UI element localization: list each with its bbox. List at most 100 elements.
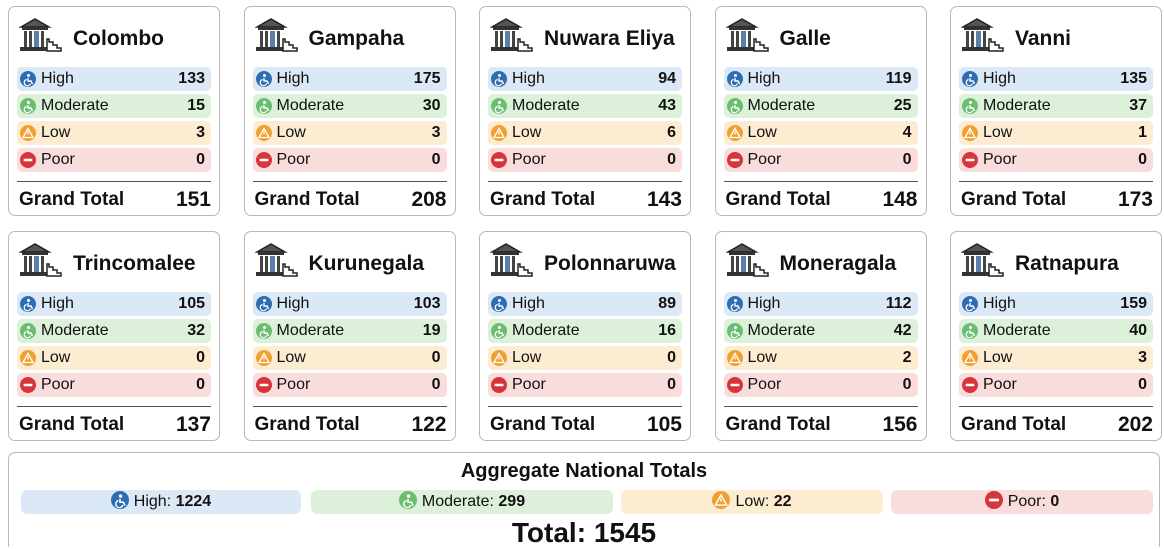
level-row: Poor 0 bbox=[252, 373, 447, 397]
level-icon bbox=[491, 377, 507, 393]
level-icon bbox=[726, 98, 743, 114]
level-icon bbox=[20, 152, 36, 168]
level-label: Moderate bbox=[41, 97, 109, 114]
grand-total-label: Grand Total bbox=[725, 189, 831, 210]
card-title: Moneragala bbox=[779, 252, 897, 275]
level-icon bbox=[20, 323, 36, 339]
level-icon bbox=[962, 377, 978, 393]
level-icon bbox=[398, 491, 417, 509]
grand-total-value: 208 bbox=[411, 188, 447, 211]
level-label: Poor bbox=[276, 376, 311, 393]
grand-total-label: Grand Total bbox=[725, 414, 831, 435]
building-icon bbox=[725, 18, 769, 52]
building-icon bbox=[961, 18, 1004, 52]
level-icon bbox=[726, 377, 743, 393]
level-icon bbox=[20, 98, 36, 114]
level-label: Poor bbox=[983, 376, 1017, 393]
level-value: 0 bbox=[667, 151, 676, 168]
level-row: Poor 0 bbox=[959, 373, 1153, 397]
level-icon bbox=[255, 152, 272, 168]
level-label: Moderate bbox=[276, 322, 345, 339]
level-value: 0 bbox=[902, 151, 912, 168]
level-label: High bbox=[747, 295, 781, 312]
level-label: Moderate bbox=[747, 322, 816, 339]
level-icon bbox=[20, 377, 36, 393]
level-icon bbox=[255, 71, 272, 87]
level-value: 94 bbox=[658, 70, 676, 87]
level-icon bbox=[962, 71, 978, 87]
level-label: Poor bbox=[276, 151, 311, 168]
card-title: Ratnapura bbox=[1015, 252, 1119, 275]
level-icon bbox=[962, 323, 978, 339]
level-icon bbox=[726, 350, 743, 366]
region-card: Polonnaruwa High 89 Moderate 16 Low 0 Poor 0 Gran… bbox=[479, 231, 691, 441]
level-value: 0 bbox=[196, 349, 205, 366]
level-row: Low 0 bbox=[252, 346, 447, 370]
level-value: 0 bbox=[196, 376, 205, 393]
card-title: Polonnaruwa bbox=[544, 252, 676, 275]
level-row: Moderate 32 bbox=[17, 319, 211, 343]
level-icon bbox=[726, 152, 743, 168]
separator bbox=[723, 181, 918, 182]
level-label: Low bbox=[747, 349, 777, 366]
grand-total-value: 105 bbox=[646, 413, 682, 436]
level-icon bbox=[20, 125, 36, 141]
level-value: 37 bbox=[1129, 97, 1147, 114]
grand-total-label: Grand Total bbox=[254, 189, 360, 210]
level-value: 0 bbox=[196, 151, 205, 168]
level-label: Low bbox=[512, 349, 542, 366]
level-row: Low 0 bbox=[17, 346, 211, 370]
level-icon bbox=[962, 350, 978, 366]
grand-total-value: 173 bbox=[1117, 188, 1153, 211]
separator bbox=[17, 406, 211, 407]
level-label: High bbox=[276, 295, 310, 312]
level-row: Moderate 42 bbox=[723, 319, 918, 343]
level-row: Low 6 bbox=[488, 121, 682, 145]
level-row: High 89 bbox=[488, 292, 682, 316]
level-row: High 94 bbox=[488, 67, 682, 91]
level-value: 0 bbox=[902, 376, 912, 393]
grand-total-label: Grand Total bbox=[19, 414, 125, 435]
level-label: High bbox=[512, 295, 545, 312]
aggregate-value: 299 bbox=[498, 493, 526, 510]
level-value: 43 bbox=[658, 97, 676, 114]
level-label: Low bbox=[276, 349, 306, 366]
level-label: Poor bbox=[512, 151, 546, 168]
separator bbox=[252, 406, 447, 407]
grand-total-value: 156 bbox=[882, 413, 918, 436]
level-icon bbox=[255, 125, 272, 141]
level-label: High bbox=[41, 70, 74, 87]
level-label: High bbox=[983, 295, 1016, 312]
aggregate-label: Moderate: bbox=[421, 493, 494, 510]
level-value: 135 bbox=[1120, 70, 1147, 87]
aggregate-value: 22 bbox=[773, 493, 792, 510]
level-value: 89 bbox=[658, 295, 676, 312]
total-value: 1545 bbox=[593, 517, 657, 548]
level-label: Low bbox=[512, 124, 542, 141]
level-label: High bbox=[276, 70, 310, 87]
level-value: 105 bbox=[178, 295, 205, 312]
building-icon bbox=[254, 18, 298, 52]
level-icon bbox=[491, 323, 507, 339]
grand-total-value: 151 bbox=[175, 188, 211, 211]
level-value: 0 bbox=[667, 349, 676, 366]
grand-total-label: Grand Total bbox=[961, 189, 1067, 210]
building-icon bbox=[490, 243, 533, 277]
level-icon bbox=[491, 125, 507, 141]
region-card: Kurunegala High 103 Moderate 19 Low 0 Poor 0 Gran… bbox=[243, 231, 456, 441]
level-row: Low 3 bbox=[17, 121, 211, 145]
level-icon bbox=[712, 491, 731, 509]
aggregate-panel: Aggregate National Totals High: 1224 Moder… bbox=[8, 452, 1160, 548]
building-icon bbox=[961, 243, 1004, 277]
grand-total-value: 137 bbox=[175, 413, 211, 436]
level-icon bbox=[962, 125, 978, 141]
grand-total-label: Grand Total bbox=[490, 189, 596, 210]
separator bbox=[252, 181, 447, 182]
card-title: Nuwara Eliya bbox=[544, 27, 675, 50]
level-value: 40 bbox=[1129, 322, 1147, 339]
level-label: High bbox=[747, 70, 781, 87]
level-row: Low 4 bbox=[723, 121, 918, 145]
level-row: High 135 bbox=[959, 67, 1153, 91]
aggregate-pill: High: 1224 bbox=[21, 490, 301, 514]
building-icon bbox=[254, 243, 298, 277]
